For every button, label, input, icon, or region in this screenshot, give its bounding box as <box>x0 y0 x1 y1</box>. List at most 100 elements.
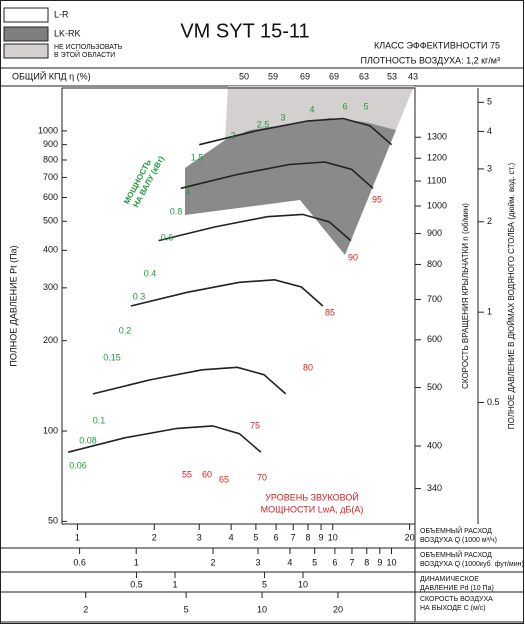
y-tick-label: 500 <box>43 216 58 226</box>
chart-title: VM SYT 15-11 <box>180 20 309 42</box>
efficiency-value: 50 <box>239 71 249 81</box>
scale-tick-label: 5 <box>184 604 189 614</box>
power-label: 1.5 <box>191 152 204 162</box>
x-tick-label: 5 <box>253 532 258 542</box>
y2-tick-label: 1300 <box>427 132 447 142</box>
y3-tick-label: 3 <box>487 163 492 173</box>
power-label: 0.15 <box>103 352 121 362</box>
scale-tick-label: 1 <box>134 557 139 567</box>
y-tick-label: 300 <box>43 282 58 292</box>
x-tick-label: 7 <box>291 532 296 542</box>
legend-swatch <box>3 26 49 42</box>
fan-curve <box>158 213 352 242</box>
legend-label: L-R <box>54 9 69 19</box>
scale-tick-label: 4 <box>287 557 292 567</box>
sound-label: 75 <box>250 420 260 430</box>
scale-tick-label: 6 <box>332 557 337 567</box>
efficiency-label: ОБЩИЙ КПД η (%) <box>12 70 91 81</box>
y2-tick-label: 1200 <box>427 153 447 163</box>
scale-label: ОБЪЕМНЫЙ РАСХОД <box>420 550 492 559</box>
efficiency-value: 63 <box>359 71 369 81</box>
power-label: 0.06 <box>69 460 87 470</box>
y3-tick-label: 1 <box>487 307 492 317</box>
y2-tick-label: 600 <box>427 334 442 344</box>
scale-label: НА ВЫХОДЕ C (м/с) <box>420 605 486 612</box>
fan-curve <box>130 278 324 307</box>
y2-tick-label: 340 <box>427 483 442 493</box>
scale-tick-label: 10 <box>387 557 397 567</box>
y2-tick-label: 700 <box>427 294 442 304</box>
y-tick-label: 400 <box>43 245 58 255</box>
y2-axis-label: СКОРОСТЬ ВРАЩЕНИЯ КРЫЛЬЧАТКИ n (об/мин) <box>461 203 470 389</box>
efficiency-class: КЛАСС ЭФФЕКТИВНОСТИ 75 <box>374 40 500 50</box>
y3-axis-label: ПОЛНОЕ ДАВЛЕНИЕ В ДЮЙМАХ ВОДЯНОГО СТОЛБА… <box>507 162 516 429</box>
sound-title: МОЩНОСТИ LwA, дБ(А) <box>261 504 364 514</box>
efficiency-value: 53 <box>387 71 397 81</box>
sound-title: УРОВЕНЬ ЗВУКОВОЙ <box>265 491 359 502</box>
y2-tick-label: 900 <box>427 228 442 238</box>
scale-label: ВОЗДУХА Q (1000куб. фут/мин) <box>420 560 524 568</box>
y2-tick-label: 500 <box>427 382 442 392</box>
scale-tick-label: 0.5 <box>130 579 143 589</box>
y3-tick-label: 2 <box>487 216 492 226</box>
scale-tick-label: 5 <box>262 579 267 589</box>
scale-tick-label: 0.6 <box>73 557 86 567</box>
y3-tick-label: 0.5 <box>487 397 500 407</box>
x-tick-label: 1 <box>75 532 80 542</box>
sound-label: 90 <box>348 252 358 262</box>
x-tick-label: 9 <box>319 532 324 542</box>
y2-tick-label: 1000 <box>427 200 447 210</box>
y-tick-label: 100 <box>43 425 58 435</box>
y-tick-label: 700 <box>43 172 58 182</box>
power-label: 0.8 <box>170 206 183 216</box>
power-label: 6 <box>342 101 347 111</box>
scale-label: ДИНАМИЧЕСКОЕ <box>420 576 479 583</box>
sound-label: 70 <box>257 472 267 482</box>
power-label: 4 <box>309 104 314 114</box>
x-tick-label: 4 <box>229 532 234 542</box>
scale-tick-label: 3 <box>256 557 261 567</box>
sound-label: 80 <box>303 362 313 372</box>
legend-label: В ЭТОЙ ОБЛАСТИ <box>54 50 115 59</box>
power-label: 2.5 <box>257 119 270 129</box>
scale-tick-label: 2 <box>83 604 88 614</box>
legend-label: LK-RK <box>54 28 81 38</box>
lk-rk-region <box>185 118 396 255</box>
power-label: 0.08 <box>79 435 97 445</box>
fan-curve <box>180 161 374 190</box>
air-density: ПЛОТНОСТЬ ВОЗДУХА: 1,2 кг/м³ <box>361 55 500 65</box>
power-label: 0.4 <box>144 268 157 278</box>
efficiency-value: 69 <box>300 71 310 81</box>
y-axis-label: ПОЛНОЕ ДАВЛЕНИЕ Pt (Па) <box>8 245 18 366</box>
power-label: 0.2 <box>119 325 132 335</box>
scale-tick-label: 7 <box>349 557 354 567</box>
x-axis-label: ВОЗДУХА Q (1000 м³/ч) <box>420 537 497 544</box>
y-tick-label: 50 <box>48 516 58 526</box>
legend-swatch <box>3 43 49 59</box>
sound-label: 95 <box>372 194 382 204</box>
power-label: 3 <box>280 112 285 122</box>
efficiency-value: 59 <box>268 71 278 81</box>
fan-curve <box>199 117 393 146</box>
power-label: 0.3 <box>133 291 146 301</box>
plot-frame <box>61 87 416 525</box>
y-tick-label: 900 <box>43 139 58 149</box>
fan-curve <box>92 366 287 395</box>
scale-tick-label: 10 <box>298 579 308 589</box>
y2-tick-label: 400 <box>427 440 442 450</box>
x-tick-label: 8 <box>305 532 310 542</box>
legend-label: НЕ ИСПОЛЬЗОВАТЬ <box>54 44 123 51</box>
y3-tick-label: 4 <box>487 126 492 136</box>
x-tick-label: 2 <box>152 532 157 542</box>
power-label: 1 <box>185 185 190 195</box>
scale-label: ДАВЛЕНИЕ Pd (10 Па) <box>420 585 494 592</box>
y-tick-label: 600 <box>43 192 58 202</box>
scale-tick-label: 20 <box>333 604 343 614</box>
sound-label: 65 <box>219 474 229 484</box>
scale-tick-label: 1 <box>172 579 177 589</box>
sound-label: 55 <box>182 469 192 479</box>
sound-label: 60 <box>202 469 212 479</box>
scale-tick-label: 9 <box>377 557 382 567</box>
efficiency-value: 69 <box>329 71 339 81</box>
